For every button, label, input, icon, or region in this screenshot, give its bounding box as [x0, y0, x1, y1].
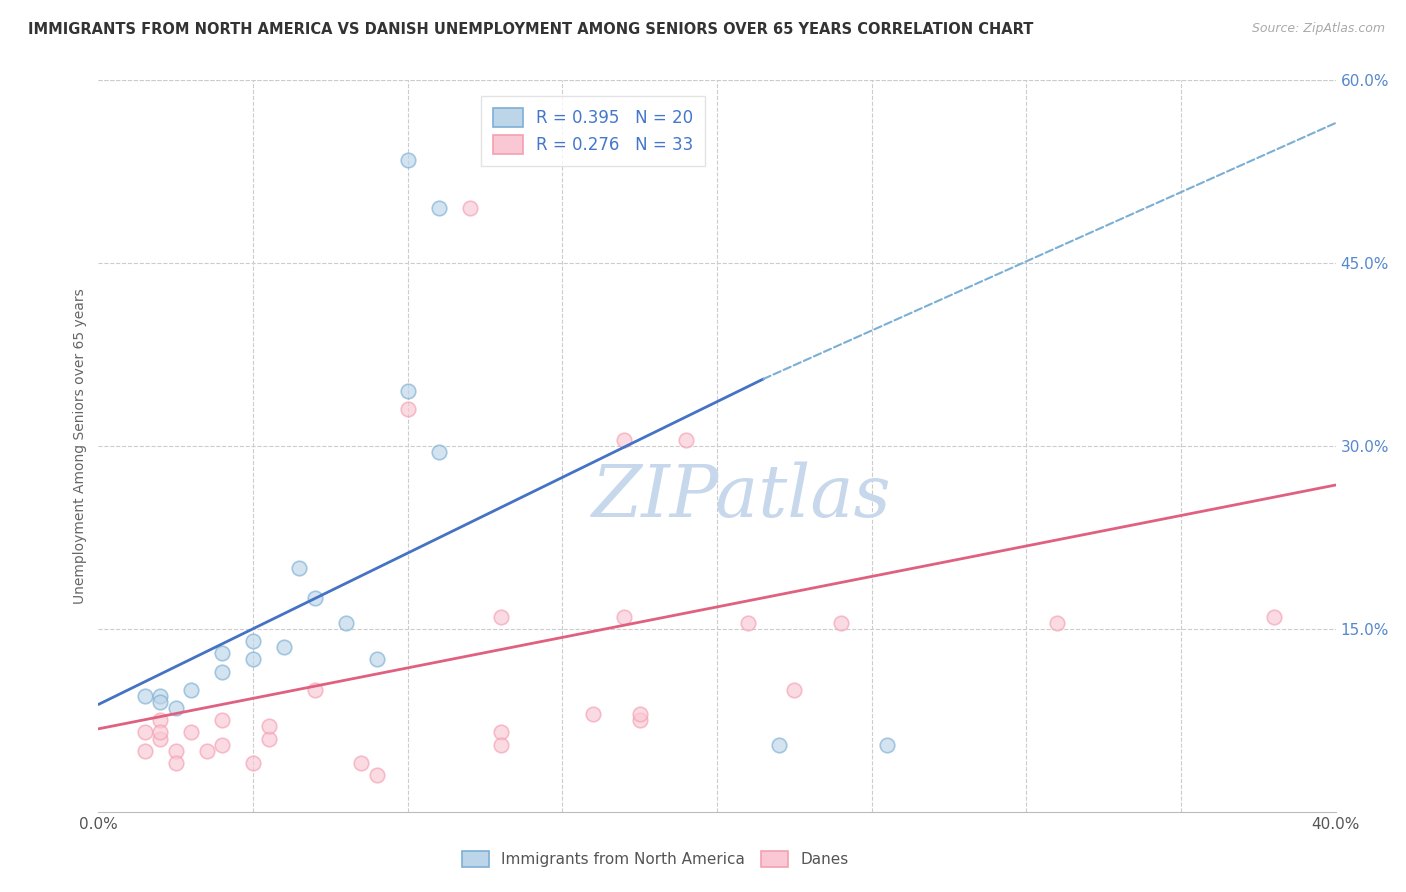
Point	[149, 731, 172, 746]
Y-axis label: Unemployment Among Seniors over 65 years: Unemployment Among Seniors over 65 years	[73, 288, 87, 604]
Point	[582, 707, 605, 722]
Point	[134, 689, 156, 703]
Text: ZIPatlas: ZIPatlas	[592, 462, 891, 533]
Point	[165, 701, 187, 715]
Point	[149, 695, 172, 709]
Point	[675, 433, 697, 447]
Point	[783, 682, 806, 697]
Point	[489, 725, 512, 739]
Point	[304, 682, 326, 697]
Point	[350, 756, 373, 770]
Point	[427, 202, 450, 216]
Point	[628, 714, 651, 728]
Point	[613, 433, 636, 447]
Point	[366, 652, 388, 666]
Text: IMMIGRANTS FROM NORTH AMERICA VS DANISH UNEMPLOYMENT AMONG SENIORS OVER 65 YEARS: IMMIGRANTS FROM NORTH AMERICA VS DANISH …	[28, 22, 1033, 37]
Point	[165, 744, 187, 758]
Point	[242, 652, 264, 666]
Point	[149, 725, 172, 739]
Point	[335, 615, 357, 630]
Text: Source: ZipAtlas.com: Source: ZipAtlas.com	[1251, 22, 1385, 36]
Point	[211, 738, 233, 752]
Point	[876, 738, 898, 752]
Point	[149, 714, 172, 728]
Point	[180, 682, 202, 697]
Point	[211, 714, 233, 728]
Point	[768, 738, 790, 752]
Point	[458, 202, 481, 216]
Point	[211, 646, 233, 660]
Legend: Immigrants from North America, Danes: Immigrants from North America, Danes	[456, 846, 855, 873]
Point	[489, 738, 512, 752]
Point	[242, 634, 264, 648]
Point	[366, 768, 388, 782]
Point	[427, 445, 450, 459]
Point	[149, 689, 172, 703]
Point	[1263, 609, 1285, 624]
Point	[195, 744, 218, 758]
Point	[304, 591, 326, 606]
Point	[1046, 615, 1069, 630]
Point	[165, 756, 187, 770]
Point	[489, 609, 512, 624]
Point	[242, 756, 264, 770]
Point	[257, 731, 280, 746]
Point	[396, 153, 419, 167]
Point	[211, 665, 233, 679]
Point	[396, 402, 419, 417]
Point	[737, 615, 759, 630]
Point	[273, 640, 295, 655]
Point	[613, 609, 636, 624]
Point	[134, 725, 156, 739]
Point	[288, 561, 311, 575]
Point	[257, 719, 280, 733]
Point	[134, 744, 156, 758]
Point	[180, 725, 202, 739]
Point	[628, 707, 651, 722]
Point	[396, 384, 419, 399]
Point	[830, 615, 852, 630]
